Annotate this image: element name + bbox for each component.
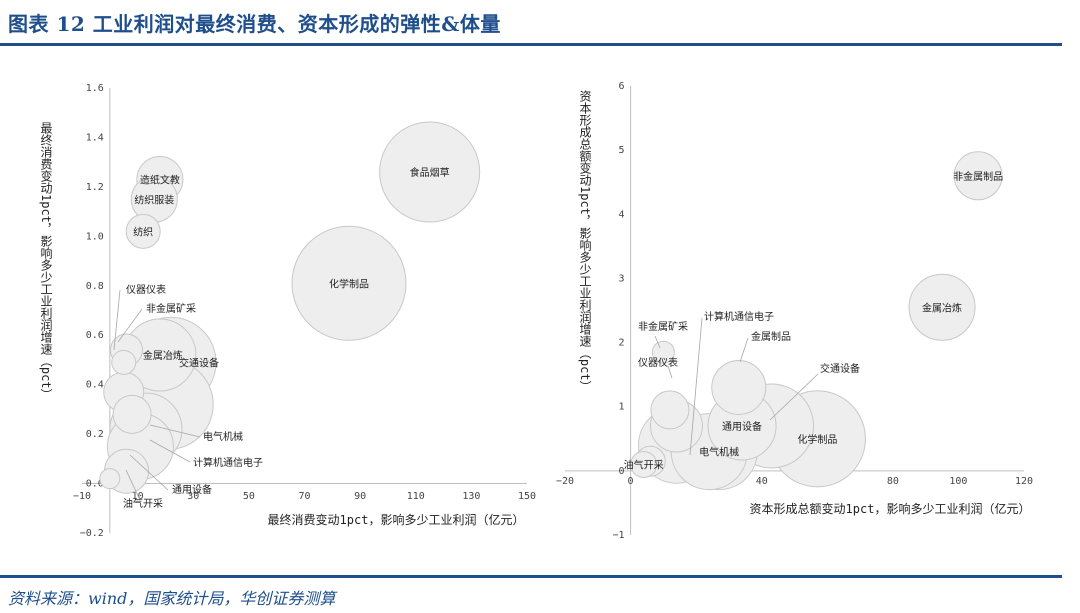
bubble-label: 食品烟草 bbox=[410, 166, 450, 179]
bubble bbox=[111, 349, 137, 375]
bubble-label: 计算机通信电子 bbox=[193, 456, 263, 469]
y-tick-label: 1.2 bbox=[86, 182, 104, 193]
y-tick-label: 4 bbox=[619, 209, 625, 220]
bubble-label: 交通设备 bbox=[820, 362, 860, 375]
y-tick-label: 0.8 bbox=[86, 281, 104, 292]
x-axis-title: 资本形成总额变动1pct，影响多少工业利润（亿元） bbox=[750, 501, 1031, 516]
bubble bbox=[711, 359, 767, 415]
callout-line bbox=[667, 365, 673, 379]
callout-line bbox=[149, 424, 201, 438]
bubble-label: 油气开采 bbox=[123, 497, 163, 510]
y-tick-label: 1.6 bbox=[86, 83, 104, 94]
bubble-label: 金属制品 bbox=[751, 330, 791, 343]
bubble-label: 交通设备 bbox=[179, 356, 219, 369]
bubble-label: 非金属矿采 bbox=[638, 320, 688, 333]
chart-1: −0.2 0.0 0.2 0.4 0.6 0.8 1.0 1.2 1.4 1.6 −10 10 30 50… bbox=[39, 83, 536, 539]
y-tick-label: 1.4 bbox=[86, 132, 104, 143]
x-tick-label: 0 bbox=[628, 476, 634, 487]
footer-rule bbox=[0, 575, 1062, 578]
x-tick-label: 50 bbox=[243, 491, 255, 502]
bubble-label: 通用设备 bbox=[722, 420, 762, 433]
bubble-label: 化学制品 bbox=[797, 433, 837, 446]
callout-line bbox=[149, 439, 191, 463]
x-tick-label: 120 bbox=[1015, 476, 1033, 487]
title-rule bbox=[0, 43, 1062, 46]
callout-line bbox=[689, 317, 703, 456]
x-tick-label: 70 bbox=[298, 491, 310, 502]
x-tick-label: −20 bbox=[556, 476, 574, 487]
callout-line bbox=[113, 289, 121, 351]
figure-title: 图表 12 工业利润对最终消费、资本形成的弹性&体量 bbox=[8, 12, 501, 36]
bubble bbox=[908, 273, 976, 341]
bubble-label: 电气机械 bbox=[203, 430, 243, 443]
bubble bbox=[99, 468, 121, 490]
bubble-label: 通用设备 bbox=[172, 483, 212, 496]
bubble bbox=[291, 225, 407, 341]
callout-line bbox=[739, 337, 749, 363]
y-tick-label: 0 bbox=[619, 466, 625, 477]
bubble bbox=[112, 394, 152, 434]
callout-line bbox=[125, 469, 141, 501]
bubble-label: 非金属矿采 bbox=[146, 302, 196, 315]
callout-line bbox=[769, 373, 819, 421]
bubble-label: 化学制品 bbox=[329, 277, 369, 290]
y-axis-title: 资本形成总额变动1pct，影响多少工业利润增速（pct） bbox=[578, 90, 592, 393]
y-tick-label: 6 bbox=[619, 81, 625, 92]
x-tick-label: 30 bbox=[187, 491, 199, 502]
bubble-label: 计算机通信电子 bbox=[704, 310, 774, 323]
bubble-label: 仪器仪表 bbox=[126, 283, 166, 296]
y-tick-label: 0.6 bbox=[86, 330, 104, 341]
bubble bbox=[125, 213, 161, 249]
y-tick-label: 3 bbox=[619, 273, 625, 284]
bubble-label: 造纸文教 bbox=[140, 173, 180, 186]
callout-line bbox=[129, 454, 169, 491]
y-axis-title: 最终消费变动1pct，影响多少工业利润增速（pct） bbox=[39, 122, 53, 401]
bubble bbox=[651, 340, 675, 364]
x-tick-label: 10 bbox=[132, 491, 144, 502]
bubble bbox=[379, 121, 481, 223]
x-tick-label: 100 bbox=[949, 476, 967, 487]
x-tick-label: 90 bbox=[354, 491, 366, 502]
bubble-label: 纺织服装 bbox=[134, 193, 174, 206]
x-tick-label: 130 bbox=[462, 491, 480, 502]
bubble bbox=[650, 390, 690, 430]
callout-line bbox=[117, 308, 143, 343]
bubble-label: 金属冶炼 bbox=[922, 301, 962, 314]
y-tick-label: 2 bbox=[619, 338, 625, 349]
bubbles bbox=[630, 151, 1003, 491]
y-tick-label: −0.2 bbox=[80, 528, 104, 539]
y-tick-label: 1.0 bbox=[86, 231, 104, 242]
bubble-label: 油气开采 bbox=[624, 458, 664, 471]
y-tick-label: 1 bbox=[619, 402, 625, 413]
source-note: 资料来源：wind，国家统计局，华创证券测算 bbox=[8, 589, 336, 608]
callout-line bbox=[654, 335, 661, 349]
x-tick-label: 40 bbox=[756, 476, 768, 487]
bubble bbox=[630, 450, 658, 478]
bubble-label: 非金属制品 bbox=[953, 170, 1003, 183]
title-bar: 图表 12 工业利润对最终消费、资本形成的弹性&体量 bbox=[0, 0, 1080, 46]
bubble bbox=[953, 151, 1003, 201]
y-tick-label: 0.4 bbox=[86, 380, 104, 391]
bubble-label: 电气机械 bbox=[699, 446, 739, 459]
x-tick-label: 80 bbox=[887, 476, 899, 487]
y-tick-label: 5 bbox=[619, 145, 625, 156]
y-tick-label: −1 bbox=[613, 530, 625, 541]
bubble-label: 金属冶炼 bbox=[143, 349, 183, 362]
bubble-label: 纺织 bbox=[133, 225, 153, 238]
x-tick-label: −10 bbox=[73, 491, 91, 502]
x-tick-label: 110 bbox=[407, 491, 425, 502]
y-tick-label: 0.2 bbox=[86, 429, 104, 440]
bubble-label: 仪器仪表 bbox=[638, 356, 678, 369]
chart-2: −10123456−20020406080100120非金属制品金属冶炼化学制品… bbox=[556, 81, 1033, 541]
x-axis-title: 最终消费变动1pct，影响多少工业利润（亿元） bbox=[268, 512, 525, 527]
y-tick-label: 0.0 bbox=[86, 479, 104, 490]
x-tick-label: 150 bbox=[518, 491, 536, 502]
